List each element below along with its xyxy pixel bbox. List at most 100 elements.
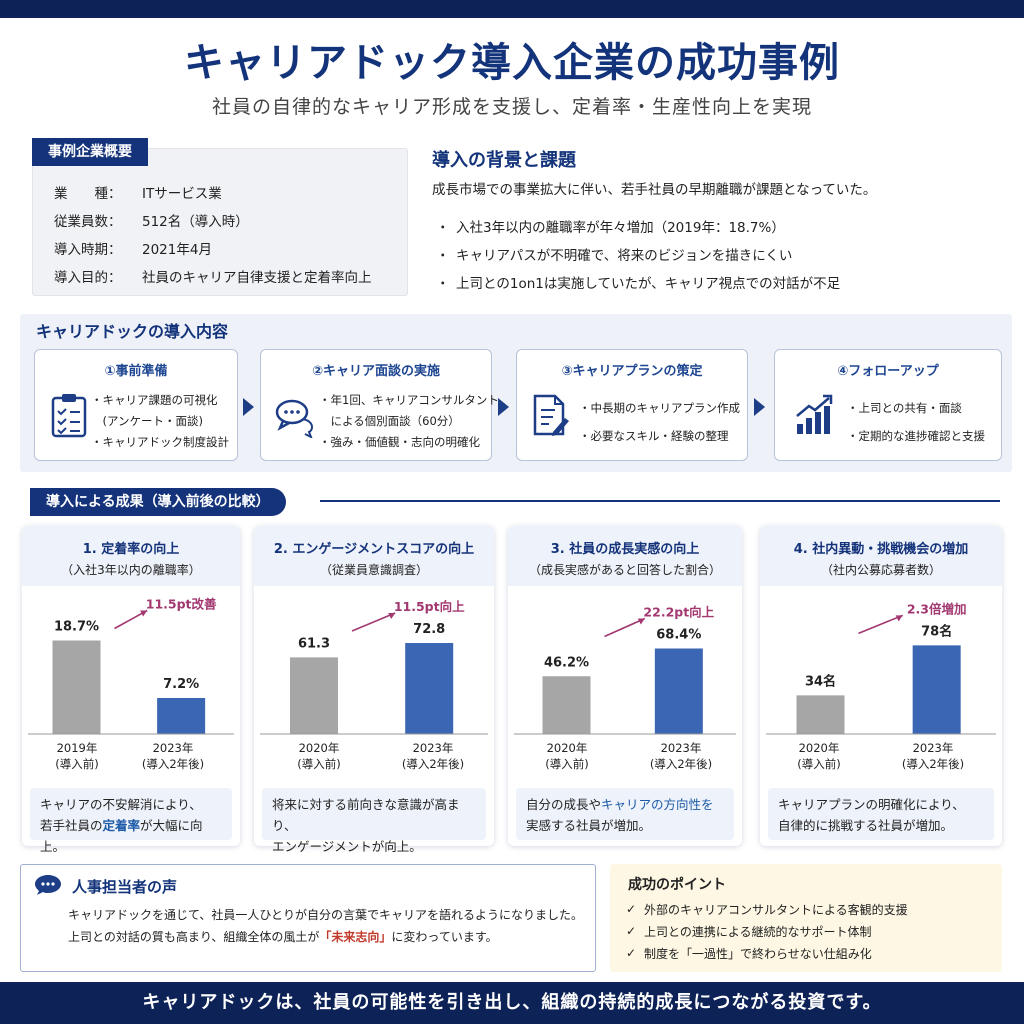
- change-arrow: [351, 612, 396, 632]
- chat-bubbles-icon: [275, 392, 315, 440]
- card-note: キャリアプランの明確化により、 自律的に挑戦する社員が増加。: [768, 788, 994, 840]
- x-label-before: 2020年 (導入前): [522, 740, 612, 772]
- data-label: 34名: [805, 673, 836, 689]
- results-tag: 導入による成果（導入前後の比較）: [30, 488, 286, 516]
- data-label: 68.4%: [656, 628, 701, 643]
- company-row-employees: 従業員数： 512名（導入時）: [54, 206, 372, 234]
- row-key: 従業員数：: [54, 214, 122, 230]
- note-line: キャリアの不安解消により、: [40, 797, 202, 812]
- step-items: ・中長期のキャリアプラン作成 ・必要なスキル・経験の整理: [579, 394, 740, 450]
- bar-chart: 18.7% 7.2% 11.5pt改善: [28, 597, 234, 735]
- bar-chart: 46.2% 68.4% 22.2pt向上: [514, 605, 736, 735]
- voice-line-1: キャリアドックを通じて、社員一人ひとりが自分の言葉でキャリアを語れるようになりま…: [68, 908, 584, 922]
- top-bar: [0, 0, 1024, 18]
- result-card-mobility: 4. 社内異動・挑戦機会の増加 （社内公募応募者数） 34名 78名 2.3倍増加 …: [760, 526, 1002, 846]
- success-points-title: 成功のポイント: [628, 877, 726, 893]
- list-item-text: キャリアパスが不明確で、将来のビジョンを描きにくい: [456, 248, 793, 264]
- page-subtitle: 社員の自律的なキャリア形成を支援し、定着率・生産性向上を実現: [211, 96, 812, 118]
- card-header: [760, 526, 1002, 586]
- note-highlight: キャリアの方向性を: [601, 797, 714, 812]
- result-card-engagement: 2. エンゲージメントスコアの向上 （従業員意識調査） 61.3 72.8 11.5…: [254, 526, 494, 854]
- clipboard-checklist-icon: [49, 392, 89, 438]
- data-label: 61.3: [298, 636, 330, 651]
- list-item-text: 入社3年以内の離職率が年々増加（2019年：18.7%）: [456, 220, 785, 236]
- note-line: 実感する社員が増加。: [526, 818, 652, 833]
- step-item: ・強み・価値観・志向の明確化: [319, 435, 480, 449]
- voice-line-2: 上司との対話の質も高まり、組織全体の風土が「未来志向」に変わっています。: [68, 928, 498, 945]
- step-interview: ②キャリア面談の実施 ・年1回、キャリアコンサルタント による個別面談（60分）…: [260, 349, 499, 461]
- background-list: ・入社3年以内の離職率が年々増加（2019年：18.7%） ・キャリアパスが不明…: [436, 212, 840, 296]
- card-header: [22, 526, 240, 586]
- x-label-year: 2023年: [912, 741, 954, 755]
- row-value: 社員のキャリア自律支援と定着率向上: [142, 270, 372, 286]
- x-label-phase: (導入前): [545, 757, 589, 771]
- company-row-industry: 業 種： ITサービス業: [54, 178, 372, 206]
- card-header: [254, 526, 494, 586]
- list-item-text: 制度を「一過性」で終わらせない仕組み化: [644, 946, 872, 961]
- list-item: ・入社3年以内の離職率が年々増加（2019年：18.7%）: [436, 212, 840, 240]
- row-value: 512名（導入時）: [142, 214, 249, 230]
- step-arrow-icon: [243, 398, 254, 416]
- bar: [157, 698, 206, 734]
- note-text: 自分の成長や: [526, 797, 602, 812]
- step-item: による個別面談（60分）: [319, 414, 460, 428]
- step-item: (アンケート・面談): [91, 414, 204, 428]
- x-label-year: 2023年: [412, 741, 454, 755]
- change-label: 11.5pt向上: [394, 599, 465, 614]
- card-subtitle: （成長実感があると回答した割合）: [528, 563, 721, 577]
- card-title: 4. 社内異動・挑戦機会の増加: [793, 542, 969, 557]
- card-note: キャリアの不安解消により、 若手社員の定着率が大幅に向上。: [30, 788, 232, 854]
- x-label-year: 2019年: [56, 741, 98, 755]
- step-preparation: ①事前準備 ・キャリア課題の可視化 (アンケート・面談) ・キャリアドック制度設…: [34, 349, 238, 461]
- change-arrow-head: [895, 615, 903, 622]
- bar: [654, 648, 703, 734]
- result-card-retention: 1. 定着率の向上 （入社3年以内の離職率） 18.7% 7.2% 11.5pt改善…: [22, 526, 240, 854]
- step-item: ・必要なスキル・経験の整理: [579, 429, 729, 443]
- list-item: ✓ 上司との連携による継続的なサポート体制: [626, 920, 908, 942]
- x-label-year: 2020年: [546, 741, 588, 755]
- x-label-phase: (導入前): [297, 757, 341, 771]
- x-label-after: 2023年 (導入2年後): [128, 740, 218, 772]
- step-item: ・中長期のキャリアプラン作成: [579, 401, 740, 415]
- result-card-growth: 3. 社員の成長実感の向上 （成長実感があると回答した割合） 46.2% 68.4…: [508, 526, 742, 846]
- change-arrow-head: [388, 613, 396, 619]
- note-line: キャリアプランの明確化により、: [778, 797, 965, 812]
- x-label-before: 2019年 (導入前): [32, 740, 122, 772]
- list-item-text: 上司との1on1は実施していたが、キャリア視点での対話が不足: [456, 276, 841, 292]
- footer-banner: キャリアドックは、社員の可能性を引き出し、組織の持続的成長につながる投資です。: [0, 982, 1024, 1024]
- card-note: 将来に対する前向きな意識が高まり、 エンゲージメントが向上。: [262, 788, 486, 854]
- voice-title: 人事担当者の声: [72, 878, 178, 896]
- growth-chart-icon: [795, 392, 835, 438]
- company-row-purpose: 導入目的： 社員のキャリア自律支援と定着率向上: [54, 262, 372, 290]
- note-line: 若手社員の定着率が大幅に向上。: [40, 815, 222, 857]
- x-label-phase: (導入2年後): [141, 757, 205, 771]
- bullet: ・: [436, 276, 450, 292]
- step-title: ④フォローアップ: [837, 364, 939, 379]
- row-key: 導入時期：: [54, 242, 122, 258]
- bullet: ・: [436, 220, 450, 236]
- x-label-phase: (導入2年後): [901, 757, 965, 771]
- step-item: ・定期的な進捗確認と支援: [847, 429, 985, 443]
- bar-chart: 34名 78名 2.3倍増加: [766, 601, 996, 735]
- card-title: 3. 社員の成長実感の向上: [550, 542, 700, 557]
- row-key: 導入目的：: [54, 270, 122, 286]
- note-text: が大幅に向上。: [40, 818, 203, 854]
- note-line: 将来に対する前向きな意識が高まり、: [272, 797, 460, 833]
- change-arrow: [604, 617, 646, 638]
- bar: [290, 657, 338, 734]
- intro-title: キャリアドックの導入内容: [36, 322, 229, 341]
- x-label-year: 2020年: [298, 741, 340, 755]
- x-label-after: 2023年 (導入2年後): [888, 740, 978, 772]
- card-header: [508, 526, 742, 586]
- change-label: 11.5pt改善: [146, 597, 217, 612]
- bar: [542, 676, 591, 734]
- check-icon: ✓: [626, 924, 637, 938]
- step-title: ③キャリアプランの策定: [561, 364, 703, 379]
- note-highlight: 定着率: [102, 818, 141, 833]
- list-item-text: 上司との連携による継続的なサポート体制: [644, 924, 872, 939]
- step-item: ・上司との共有・面談: [847, 401, 962, 415]
- x-label-phase: (導入2年後): [401, 757, 465, 771]
- background-title: 導入の背景と課題: [432, 150, 576, 171]
- row-key: 業 種：: [54, 186, 122, 202]
- data-label: 7.2%: [163, 677, 199, 692]
